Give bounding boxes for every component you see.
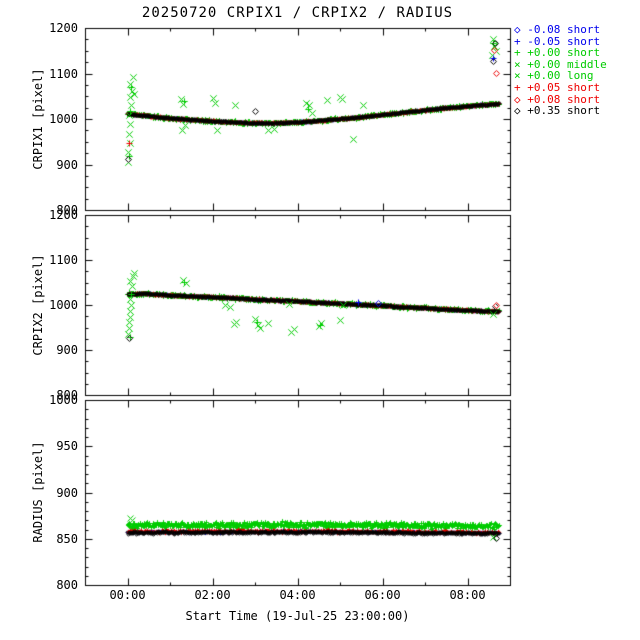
plus-icon: + xyxy=(514,80,528,94)
x-tick-label: 06:00 xyxy=(364,588,401,602)
legend-label: +0.00 short xyxy=(527,46,601,60)
y-tick-label: 900 xyxy=(56,343,78,357)
legend-item: × +0.00 long xyxy=(514,70,607,82)
legend-item: ◇ -0.08 short xyxy=(514,24,607,36)
legend-item: ◇ +0.08 short xyxy=(514,92,607,106)
y-axis-label-crpix2: CRPIX2 [pixel] xyxy=(31,254,45,356)
legend-item: × +0.00 middle xyxy=(514,57,607,71)
legend-item: + -0.05 short xyxy=(514,34,607,48)
y-tick-label: 800 xyxy=(56,578,78,592)
y-tick-label: 1000 xyxy=(49,112,78,126)
y-tick-label: 900 xyxy=(56,157,78,172)
y-tick-label: 850 xyxy=(56,531,78,546)
y-axis-label-crpix1: CRPIX1 [pixel] xyxy=(31,68,45,170)
x-tick-label: 00:00 xyxy=(109,588,146,602)
x-tick-label: 08:00 xyxy=(449,588,486,602)
legend-label: -0.08 short xyxy=(527,23,601,36)
y-tick-label: 800 xyxy=(56,388,78,402)
y-tick-label: 1100 xyxy=(49,253,78,267)
legend-label: +0.00 long xyxy=(527,69,594,83)
y-tick-label: 1100 xyxy=(49,66,78,81)
cross-icon: × xyxy=(514,69,528,83)
legend-label: +0.35 short xyxy=(527,104,601,118)
x-axis-label: Start Time (19-Jul-25 23:00:00) xyxy=(185,609,410,623)
cross-icon: × xyxy=(514,57,528,71)
legend: ◇ -0.08 short + -0.05 short + +0.00 short ×… xyxy=(514,24,607,117)
diamond-icon: ◇ xyxy=(514,104,528,118)
legend-item: + +0.00 short xyxy=(514,47,607,59)
y-axis-label-radius: RADIUS [pixel] xyxy=(31,441,45,543)
y-tick-label: 1200 xyxy=(49,21,78,35)
legend-label: +0.08 short xyxy=(527,92,601,106)
x-tick-label: 02:00 xyxy=(194,588,231,602)
y-tick-label: 1000 xyxy=(49,298,78,312)
diamond-icon: ◇ xyxy=(514,92,528,106)
legend-item: ◇ +0.35 short xyxy=(514,105,607,117)
y-tick-label: 1200 xyxy=(49,208,78,222)
chart-title: 20250720 CRPIX1 / CRPIX2 / RADIUS xyxy=(141,5,454,21)
plus-icon: + xyxy=(514,46,528,60)
y-tick-label: 1000 xyxy=(49,393,78,407)
diamond-icon: ◇ xyxy=(514,23,528,36)
legend-label: -0.05 short xyxy=(527,34,601,48)
x-tick-label: 04:00 xyxy=(279,588,316,602)
y-tick-label: 900 xyxy=(56,485,78,500)
plus-icon: + xyxy=(514,34,528,48)
legend-label: +0.00 middle xyxy=(527,57,607,71)
legend-item: + +0.05 short xyxy=(514,82,607,94)
legend-label: +0.05 short xyxy=(527,80,601,94)
y-tick-label: 950 xyxy=(56,439,78,454)
y-tick-label: 800 xyxy=(56,203,78,217)
